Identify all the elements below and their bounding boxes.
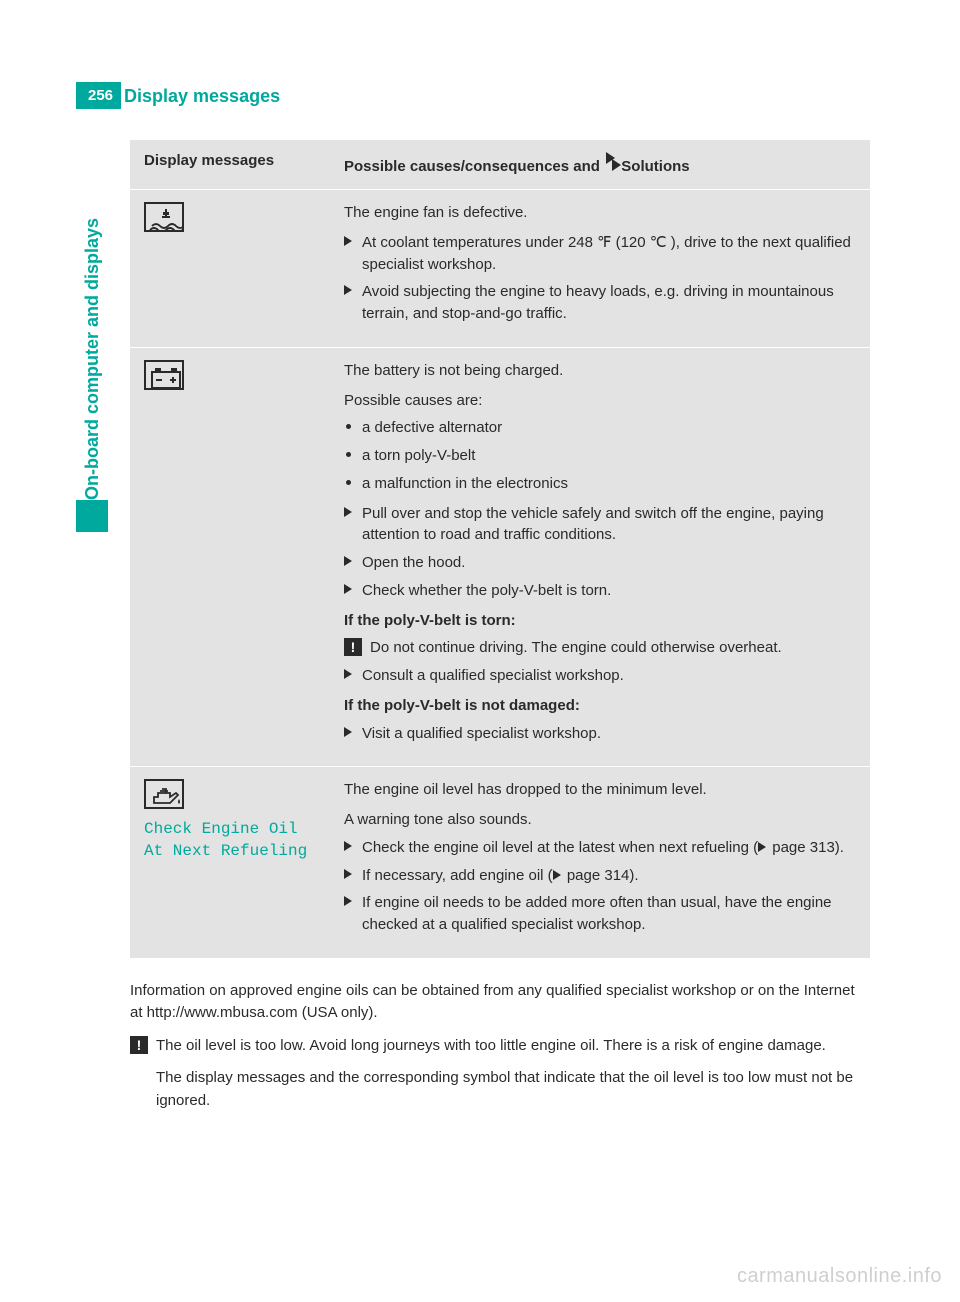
bullet-item: a torn poly-V-belt: [344, 445, 856, 467]
content-area: Display messages Possible causes/consequ…: [130, 140, 870, 1122]
table-row: The engine fan is defective. At coolant …: [130, 190, 870, 348]
row2-sub: Possible causes are:: [344, 390, 856, 412]
row3-symbol-cell: Check Engine Oil At Next Refueling: [130, 767, 330, 958]
action-item: Check whether the poly-V-belt is torn.: [344, 580, 856, 602]
action-item: Consult a qualified specialist workshop.: [344, 665, 856, 687]
display-msg-line1: Check Engine Oil: [144, 819, 316, 841]
warning-icon: !: [130, 1036, 148, 1054]
row2-bold2: If the poly-V-belt is not damaged:: [344, 695, 856, 717]
action1-pre: Check the engine oil level at the latest…: [362, 839, 758, 856]
row1-lead: The engine fan is defective.: [344, 202, 856, 224]
action-item: If necessary, add engine oil ( page 314)…: [344, 865, 856, 887]
header-col2-suffix: Solutions: [617, 158, 690, 175]
side-tab: On-board computer and displays: [76, 150, 108, 530]
header-col2: Possible causes/consequences and Solutio…: [330, 140, 870, 190]
action-item: Avoid subjecting the engine to heavy loa…: [344, 281, 856, 325]
header-col1: Display messages: [130, 140, 330, 190]
row3-lead: The engine oil level has dropped to the …: [344, 779, 856, 801]
row3-body: The engine oil level has dropped to the …: [330, 767, 870, 958]
page-header: 256 Display messages: [0, 82, 960, 110]
below-warn: ! The oil level is too low. Avoid long j…: [130, 1035, 870, 1058]
action2-pre: If necessary, add engine oil (: [362, 867, 553, 884]
bullet-item: a defective alternator: [344, 417, 856, 439]
row2-bold1: If the poly-V-belt is torn:: [344, 610, 856, 632]
bullet-item: a malfunction in the electronics: [344, 473, 856, 495]
table-row: The battery is not being charged. Possib…: [130, 347, 870, 767]
action1-ref: page 313).: [768, 839, 844, 856]
watermark: carmanualsonline.info: [737, 1265, 942, 1288]
display-msg-line2: At Next Refueling: [144, 841, 316, 863]
action-item: If engine oil needs to be added more oft…: [344, 892, 856, 936]
action-item: Check the engine oil level at the latest…: [344, 837, 856, 859]
row2-lead: The battery is not being charged.: [344, 360, 856, 382]
double-arrow-icon: [606, 152, 615, 164]
below-p2: The display messages and the correspondi…: [156, 1067, 870, 1112]
oil-can-icon: [144, 779, 184, 809]
row2-warn-text: Do not continue driving. The engine coul…: [370, 639, 782, 656]
action-item: Pull over and stop the vehicle safely an…: [344, 503, 856, 547]
row1-symbol-cell: [130, 190, 330, 348]
page-title: Display messages: [124, 86, 280, 107]
below-warn-text: The oil level is too low. Avoid long jou…: [156, 1037, 826, 1054]
header-col2-prefix: Possible causes/consequences and: [344, 158, 604, 175]
action2-ref: page 314).: [563, 867, 639, 884]
row2-warn: ! Do not continue driving. The engine co…: [344, 637, 856, 659]
below-p1: Information on approved engine oils can …: [130, 980, 870, 1025]
coolant-fan-icon: [144, 202, 184, 232]
side-tab-marker: [76, 500, 108, 532]
side-tab-label: On-board computer and displays: [76, 150, 108, 500]
page-number: 256: [76, 82, 121, 109]
page-ref-icon: [553, 870, 561, 880]
action-item: Visit a qualified specialist workshop.: [344, 723, 856, 745]
below-table-block: Information on approved engine oils can …: [130, 980, 870, 1113]
display-message-text: Check Engine Oil At Next Refueling: [144, 819, 316, 862]
row3-sub: A warning tone also sounds.: [344, 809, 856, 831]
action-item: At coolant temperatures under 248 ℉ (120…: [344, 232, 856, 276]
page-ref-icon: [758, 842, 766, 852]
row1-body: The engine fan is defective. At coolant …: [330, 190, 870, 348]
row2-symbol-cell: [130, 347, 330, 767]
messages-table: Display messages Possible causes/consequ…: [130, 140, 870, 958]
action-item: Open the hood.: [344, 552, 856, 574]
table-header-row: Display messages Possible causes/consequ…: [130, 140, 870, 190]
table-row: Check Engine Oil At Next Refueling The e…: [130, 767, 870, 958]
warning-icon: !: [344, 638, 362, 656]
row2-body: The battery is not being charged. Possib…: [330, 347, 870, 767]
battery-icon: [144, 360, 184, 390]
